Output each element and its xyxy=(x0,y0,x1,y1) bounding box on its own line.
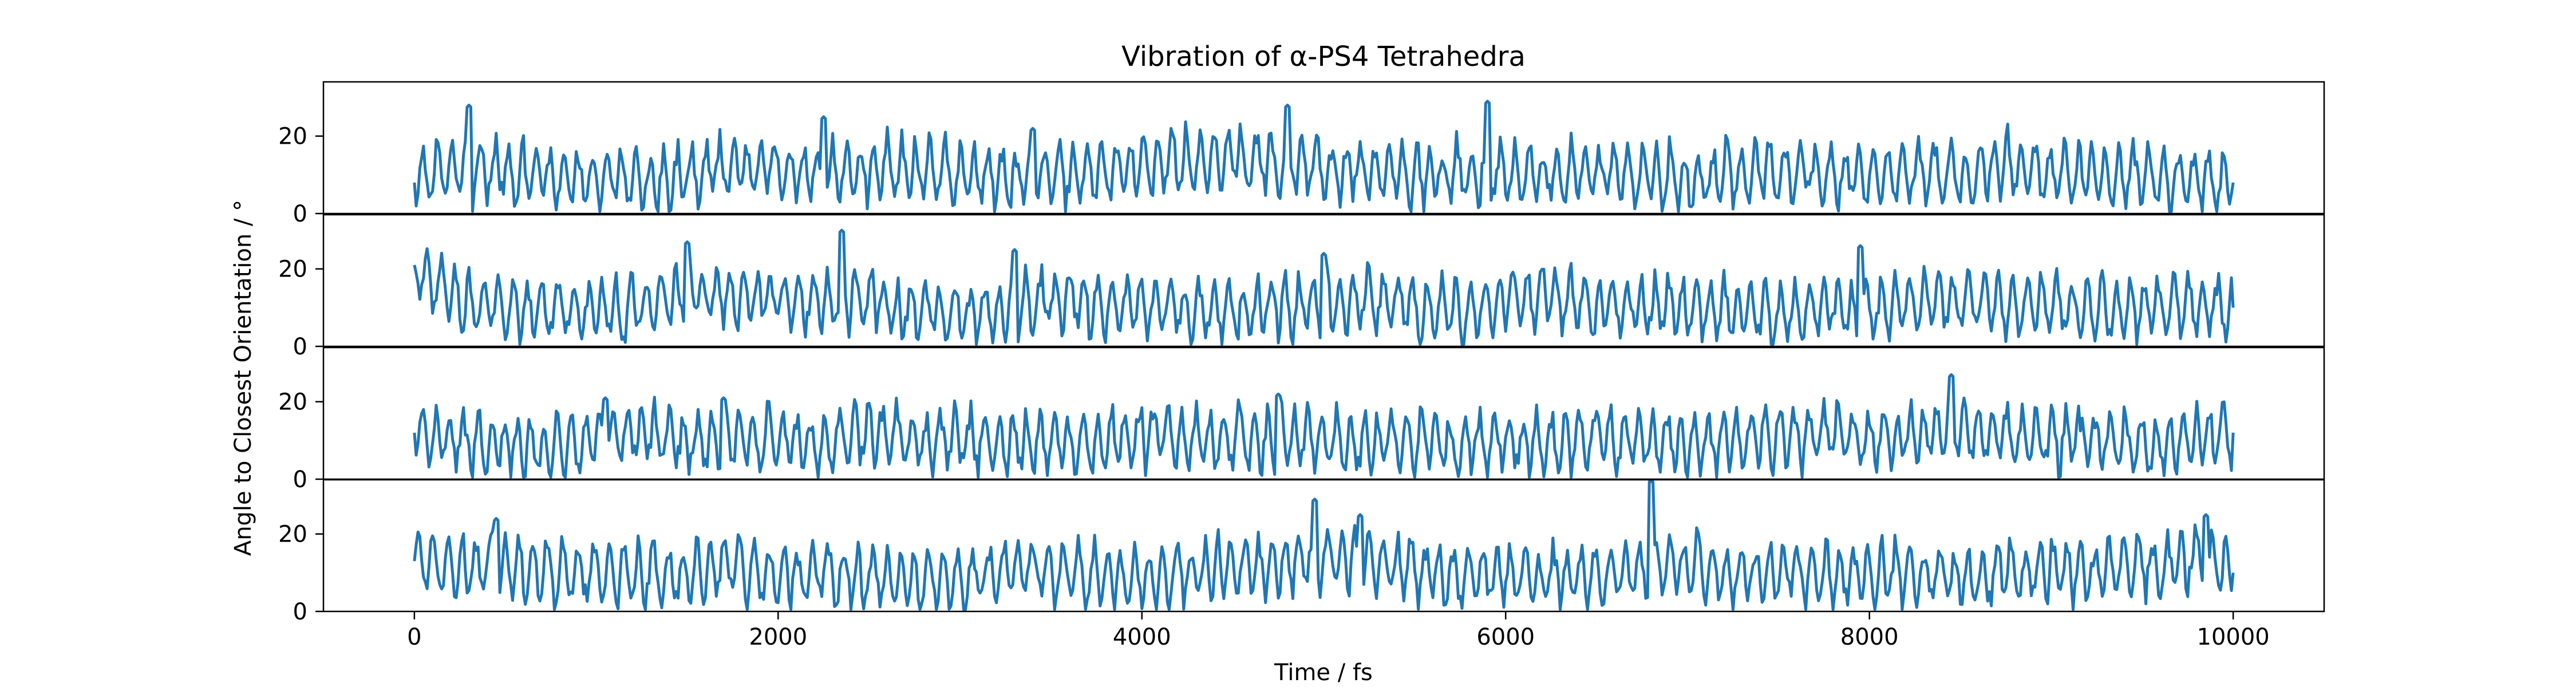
y-tick-label-2-0: 0 xyxy=(293,334,307,360)
y-tick-label-3-0: 0 xyxy=(293,467,307,493)
y-axis-label: Angle to Closest Orientation / ° xyxy=(230,200,256,556)
subplot-2: 0 20 xyxy=(278,214,2325,360)
x-tick-label-4000: 4000 xyxy=(1113,624,1171,650)
series-line-3 xyxy=(413,373,2235,479)
x-tick-label-10000: 10000 xyxy=(2197,624,2270,650)
y-tick-label-1-0: 0 xyxy=(293,201,307,227)
series-line-4 xyxy=(413,480,2235,611)
x-tick-label-0: 0 xyxy=(407,624,421,650)
chart-title: Vibration of α-PS4 Tetrahedra xyxy=(1121,41,1526,73)
subplot-1: 0 20 xyxy=(278,81,2325,227)
y-tick-label-1-20: 20 xyxy=(278,124,307,150)
series-line-2 xyxy=(413,228,2235,346)
x-axis-label: Time / fs xyxy=(1274,660,1373,686)
subplot-frame-4 xyxy=(322,479,2325,613)
subplot-frame-2 xyxy=(322,214,2325,348)
y-tick-label-4-0: 0 xyxy=(293,599,307,625)
y-tick-label-3-20: 20 xyxy=(278,389,307,416)
subplot-4: 0 20 xyxy=(278,479,2325,625)
x-axis: 0 2000 4000 6000 8000 10000 xyxy=(407,611,2270,650)
y-tick-label-4-20: 20 xyxy=(278,522,307,548)
y-tick-label-2-20: 20 xyxy=(278,256,307,283)
subplot-frame-1 xyxy=(322,81,2325,215)
series-line-1 xyxy=(413,100,2235,214)
x-tick-label-2000: 2000 xyxy=(749,624,807,650)
x-tick-label-6000: 6000 xyxy=(1476,624,1535,650)
subplot-stack: 0 20 0 20 0 20 0 20 xyxy=(278,81,2325,625)
x-tick-label-8000: 8000 xyxy=(1840,624,1899,650)
